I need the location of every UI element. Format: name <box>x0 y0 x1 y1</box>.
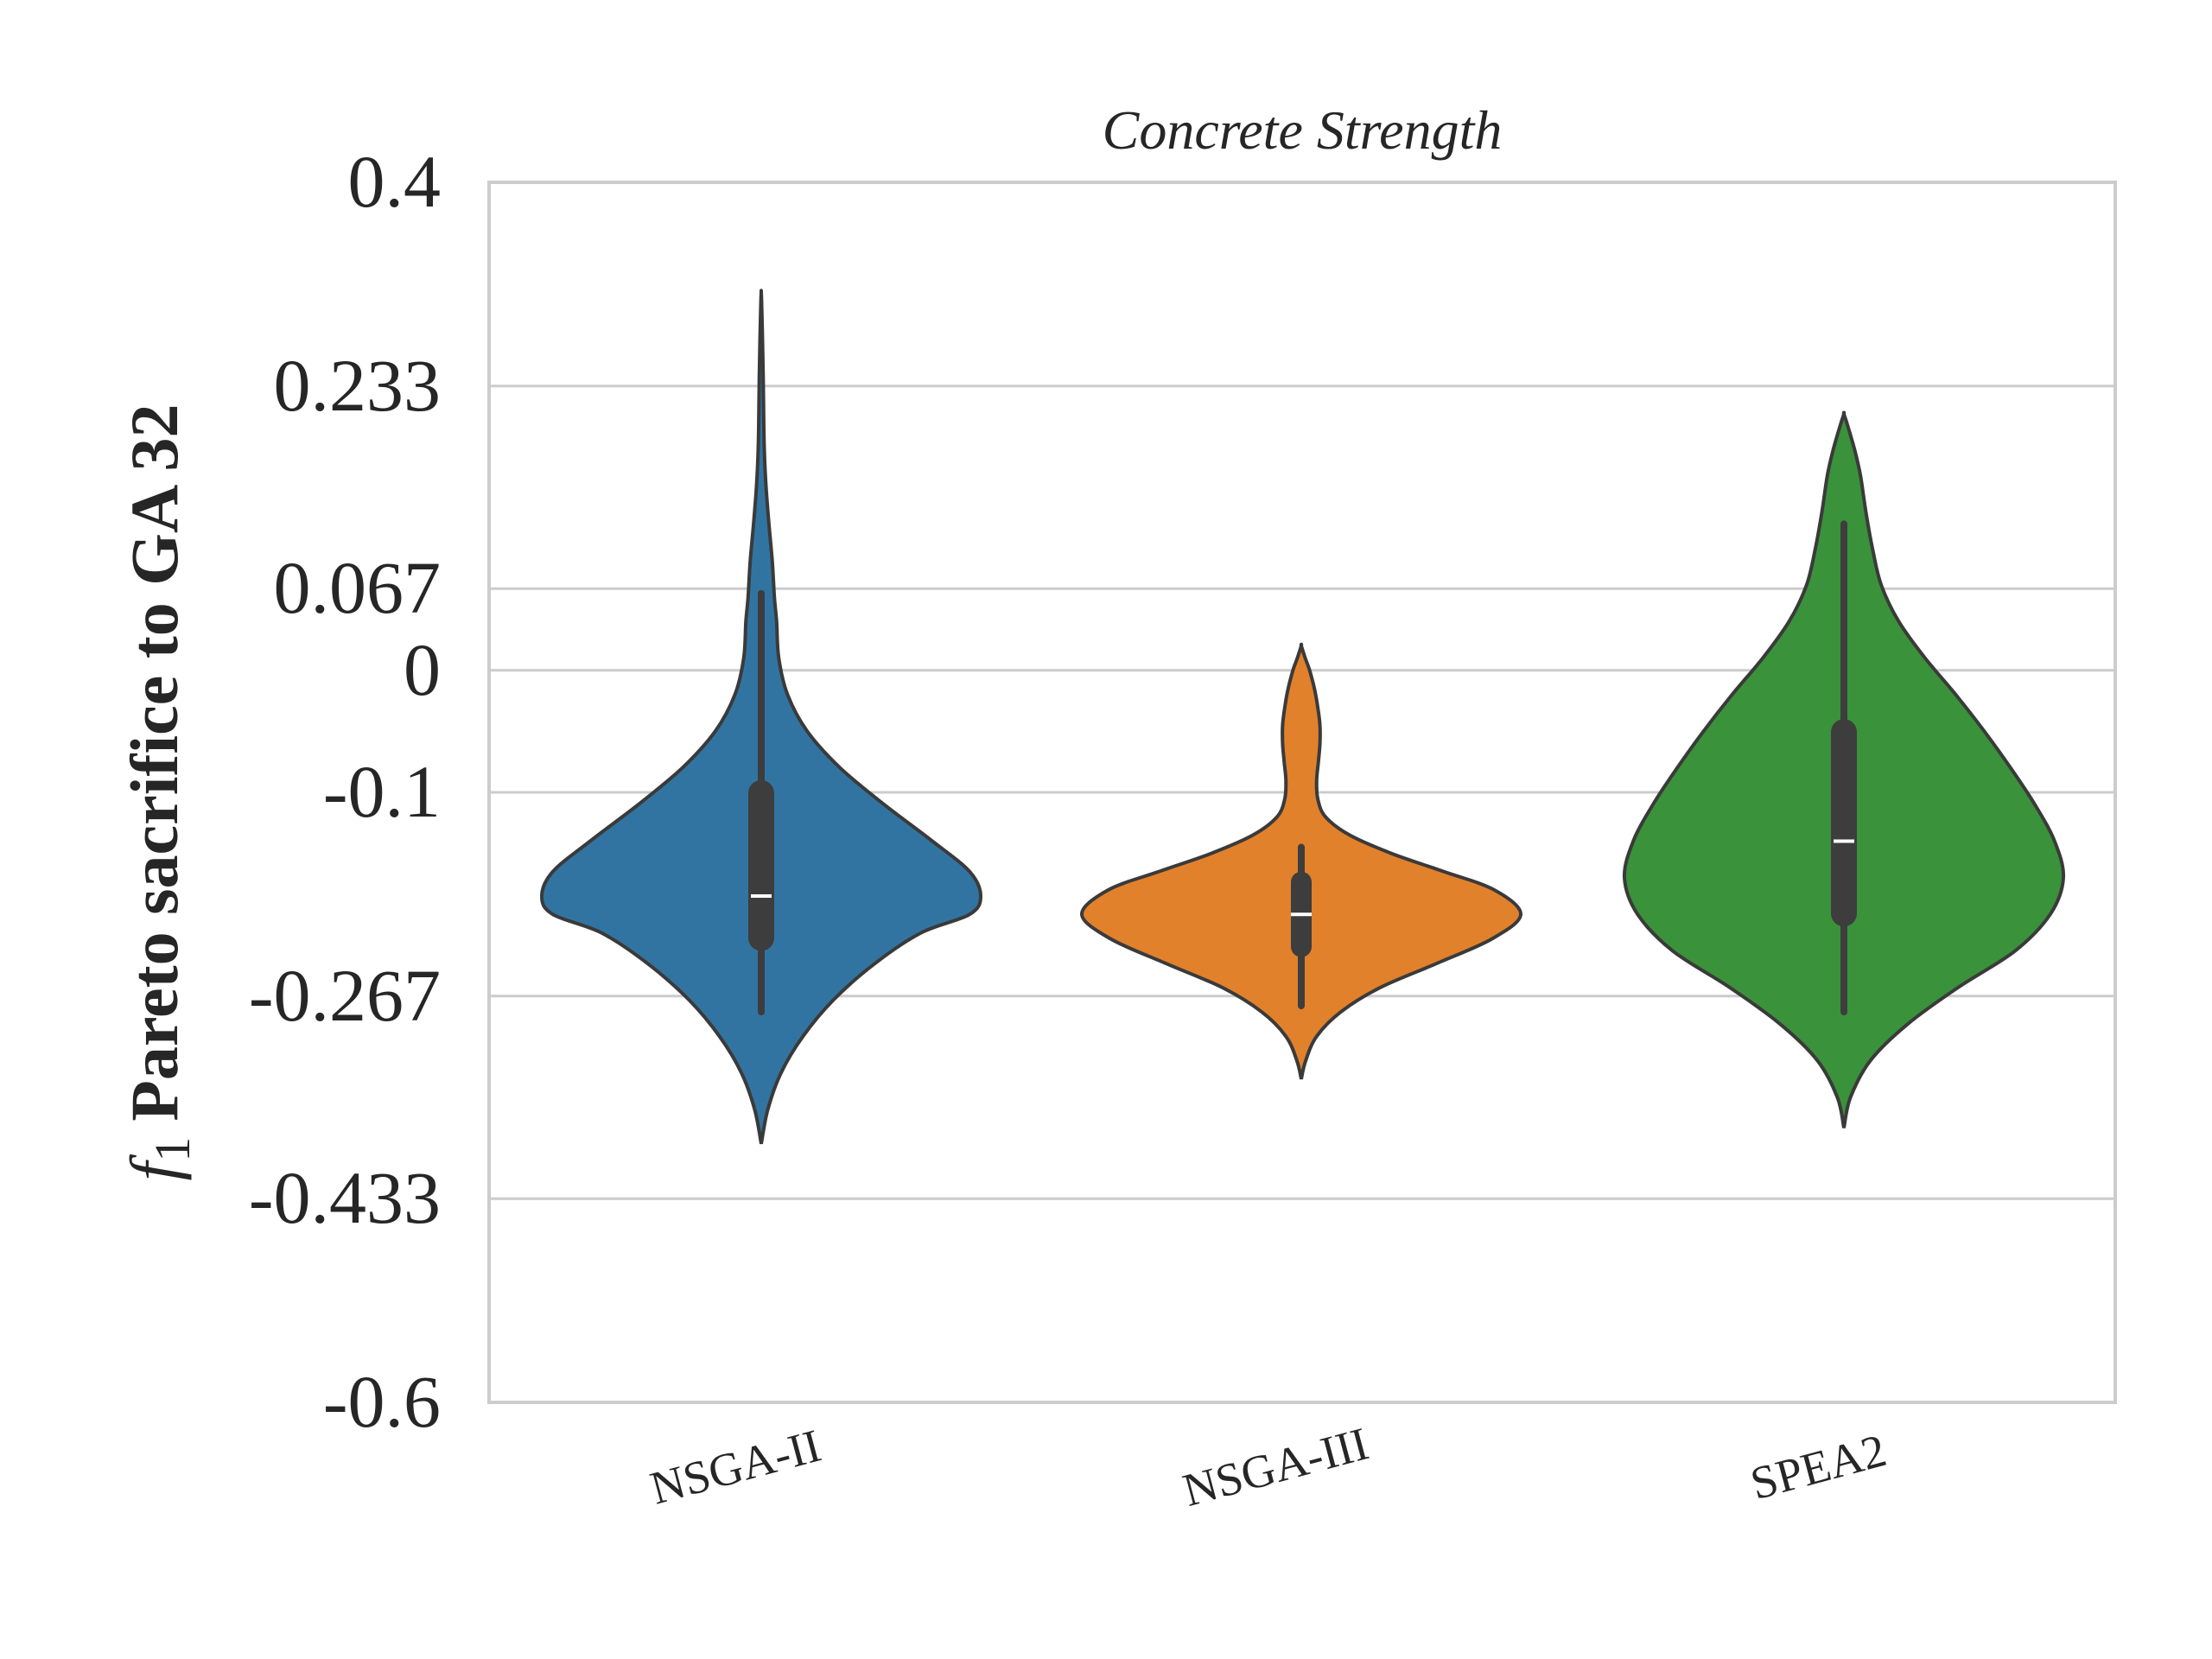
y-axis-label-subscript: 1 <box>144 1137 200 1162</box>
violin-iqr-box <box>748 779 774 951</box>
y-tick-label: -0.433 <box>249 1156 441 1239</box>
y-tick-label: 0.4 <box>348 140 442 223</box>
x-tick-label: NSGA-III <box>1178 1417 1374 1516</box>
violin-spea2 <box>1622 410 2066 1128</box>
y-tick-label: 0.233 <box>274 344 442 427</box>
violin-nsga-iii <box>1080 642 1522 1080</box>
violins <box>539 289 2066 1145</box>
y-tick-label: -0.6 <box>323 1360 441 1443</box>
y-axis-label: f1Pareto sacrifice to GA 32 <box>117 404 200 1181</box>
plot-frame <box>487 181 2117 1404</box>
x-tick-labels: NSGA-II NSGA-III SPEA2 <box>645 1417 1891 1516</box>
y-tick-label: 0 <box>404 628 441 711</box>
y-tick-label: 0.067 <box>274 546 442 629</box>
y-axis-label-text: Pareto sacrifice to GA 32 <box>117 404 192 1122</box>
violin-nsga-ii <box>539 289 983 1145</box>
y-tick-label: -0.267 <box>249 954 441 1037</box>
chart-title: Concrete Strength <box>1103 99 1503 161</box>
violin-iqr-box <box>1831 719 1857 927</box>
x-tick-label: NSGA-II <box>645 1420 827 1515</box>
x-tick-label: SPEA2 <box>1745 1424 1891 1510</box>
y-tick-label: -0.1 <box>323 750 441 833</box>
